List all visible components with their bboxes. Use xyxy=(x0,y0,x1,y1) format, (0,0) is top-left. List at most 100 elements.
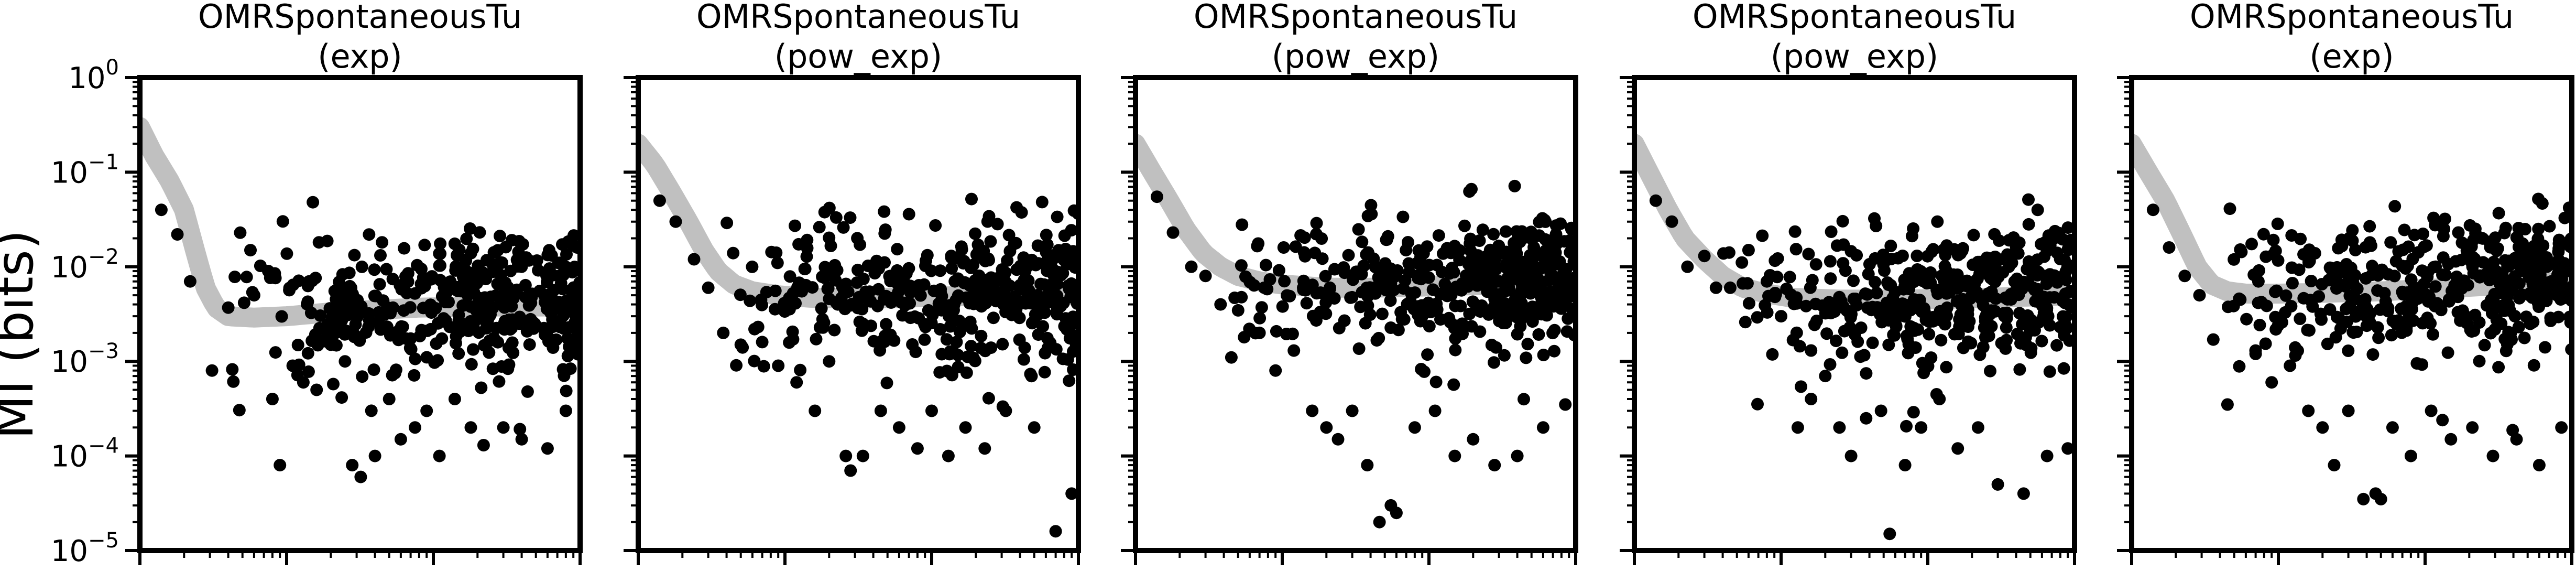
data-point xyxy=(1836,346,1849,359)
data-point xyxy=(448,237,461,250)
y-tick-label: 10−4 xyxy=(51,434,119,474)
data-point xyxy=(559,295,572,308)
data-point xyxy=(856,303,869,316)
data-point xyxy=(1964,276,1978,289)
data-point xyxy=(815,302,828,315)
data-point xyxy=(2509,277,2522,290)
data-point xyxy=(376,236,389,249)
data-point xyxy=(2397,243,2410,256)
data-point xyxy=(562,235,575,248)
data-point xyxy=(1804,281,1817,294)
data-point xyxy=(822,265,835,278)
data-point xyxy=(1869,252,1882,265)
data-point xyxy=(1526,315,1539,328)
data-point xyxy=(2421,311,2434,325)
data-point xyxy=(2279,289,2293,302)
axes-frame xyxy=(1133,75,1578,553)
data-point xyxy=(829,296,843,309)
data-point xyxy=(2302,404,2315,417)
data-point xyxy=(498,317,511,330)
data-point xyxy=(972,246,985,260)
data-point xyxy=(950,336,963,349)
data-point xyxy=(2526,277,2539,290)
data-point xyxy=(859,285,872,298)
data-point xyxy=(1434,313,1447,326)
data-point xyxy=(1399,274,1412,287)
panel-title-line: OMRSpontaneousTu xyxy=(1693,0,2016,36)
data-point xyxy=(434,237,447,250)
data-point xyxy=(355,260,368,273)
data-point xyxy=(1562,312,1575,325)
data-point xyxy=(2536,197,2549,210)
data-point xyxy=(2384,236,2397,249)
data-point xyxy=(1741,277,1754,290)
data-point xyxy=(464,278,477,292)
data-point xyxy=(1323,283,1336,295)
data-point xyxy=(302,365,315,378)
data-point xyxy=(853,315,866,328)
data-point xyxy=(2441,346,2454,359)
data-point xyxy=(380,263,393,276)
data-point xyxy=(1298,231,1311,244)
data-point xyxy=(1008,238,1021,251)
data-point xyxy=(2245,238,2258,251)
data-point xyxy=(983,254,995,267)
data-point xyxy=(1498,349,1511,362)
data-point xyxy=(1499,225,1512,238)
data-point xyxy=(1248,279,1261,292)
data-point xyxy=(653,194,666,207)
data-point xyxy=(460,232,473,245)
data-point xyxy=(1453,244,1466,257)
data-point xyxy=(1391,264,1404,277)
data-point xyxy=(2265,376,2278,389)
data-point xyxy=(301,347,314,360)
data-point xyxy=(1900,419,1913,433)
data-point xyxy=(525,296,538,309)
data-point xyxy=(2272,254,2285,267)
data-point xyxy=(2252,275,2265,288)
data-point xyxy=(475,381,488,394)
data-point xyxy=(2363,236,2376,249)
data-point xyxy=(751,320,765,333)
data-point xyxy=(1824,255,1837,268)
data-point xyxy=(981,215,994,228)
data-point xyxy=(1516,255,1529,268)
data-point xyxy=(1931,287,1944,300)
data-point xyxy=(1421,348,1434,361)
data-point xyxy=(2269,244,2282,257)
data-point xyxy=(874,404,887,417)
data-point xyxy=(1924,266,1937,279)
data-point xyxy=(276,215,289,228)
data-point xyxy=(1487,228,1500,241)
data-point xyxy=(1854,350,1867,363)
data-point xyxy=(1500,284,1513,297)
axes-frame xyxy=(636,75,1081,553)
data-point xyxy=(1985,285,1998,298)
data-point xyxy=(1825,225,1838,238)
data-point xyxy=(495,360,508,373)
data-point xyxy=(1556,269,1569,282)
data-point xyxy=(1868,212,1881,225)
data-point xyxy=(1943,286,1956,299)
data-point xyxy=(1361,459,1374,472)
data-point xyxy=(2029,295,2042,308)
data-point xyxy=(1546,286,1559,299)
y-tick-label: 10−3 xyxy=(51,339,119,379)
data-point xyxy=(448,393,461,405)
data-point xyxy=(2480,299,2493,312)
data-point xyxy=(368,263,381,276)
data-point xyxy=(291,339,304,351)
data-point xyxy=(1415,310,1428,323)
data-point xyxy=(1035,196,1049,209)
data-point xyxy=(183,275,197,288)
data-point xyxy=(1526,255,1539,268)
data-point xyxy=(1392,324,1405,337)
data-point xyxy=(411,258,423,272)
data-point xyxy=(2436,414,2449,427)
data-point xyxy=(852,263,864,276)
data-point xyxy=(902,208,915,221)
data-point xyxy=(838,285,851,298)
data-point xyxy=(2455,236,2469,249)
data-point xyxy=(944,320,957,333)
data-point xyxy=(817,316,831,329)
